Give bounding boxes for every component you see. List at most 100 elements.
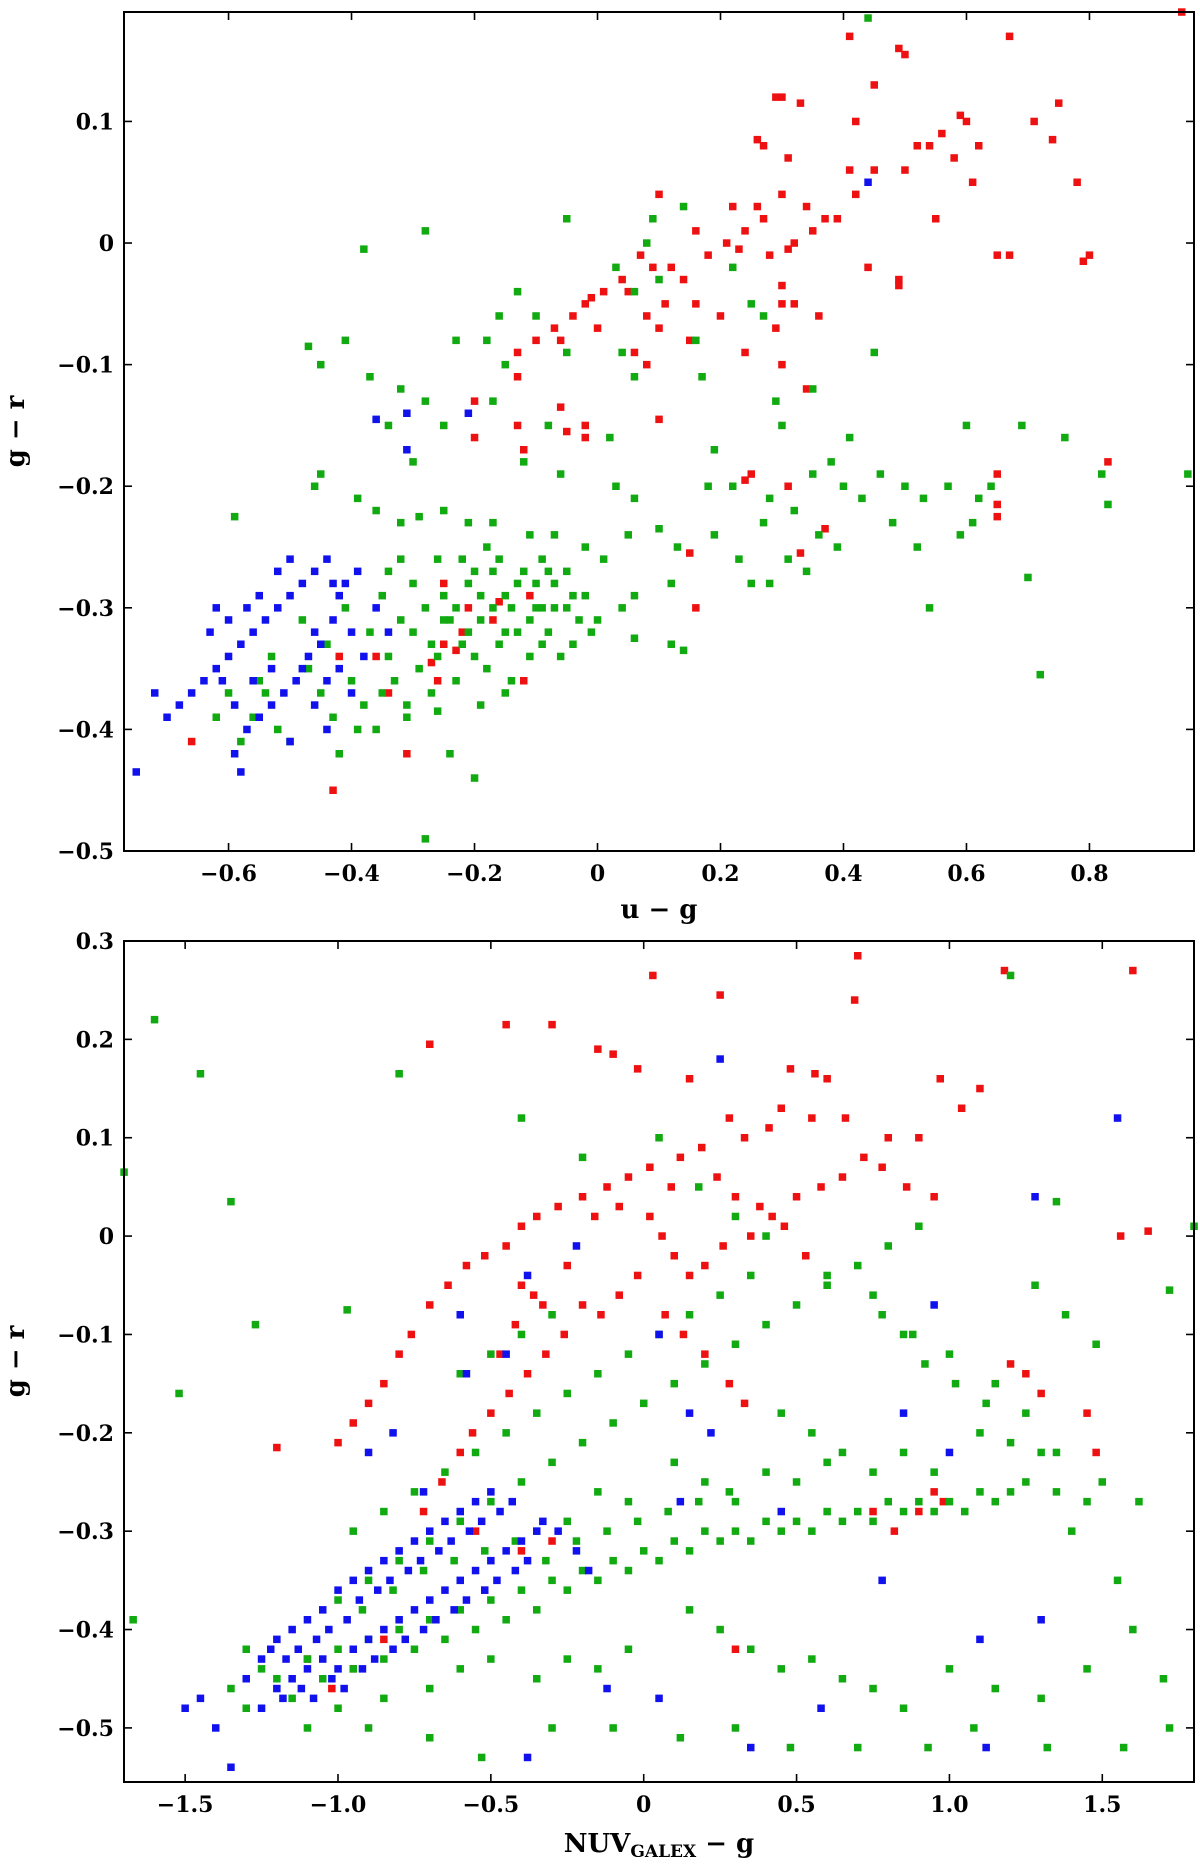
bottom-red-point: [542, 1350, 550, 1358]
top-green-point: [446, 750, 454, 758]
bottom-green-point: [477, 1753, 486, 1762]
bottom-green-point: [808, 1527, 816, 1535]
top-green-point: [901, 482, 909, 490]
bottom-green-point: [349, 1527, 357, 1535]
bottom-blue-point: [477, 1517, 486, 1526]
top-blue-point: [249, 677, 257, 685]
bottom-red-point: [1037, 1389, 1045, 1398]
top-red-point: [581, 300, 589, 308]
top-red-point: [1005, 32, 1014, 41]
top-green-point: [501, 591, 509, 600]
top-red-point: [722, 239, 731, 247]
bottom-red-point: [517, 1281, 526, 1289]
bottom-green-point: [823, 1507, 831, 1516]
bottom-green-point: [970, 1724, 978, 1732]
top-green-point: [433, 652, 442, 661]
top-red-point: [458, 628, 466, 636]
top-blue-point: [341, 579, 350, 588]
bottom-green-point: [456, 1517, 464, 1526]
bottom-green-point: [945, 1665, 954, 1673]
top-green-point: [440, 591, 448, 600]
bottom-green-point: [1043, 1743, 1051, 1752]
bottom-red-point: [667, 1183, 675, 1191]
bottom-y-axis-label: g − r: [1, 1325, 31, 1397]
top-green-point: [815, 531, 823, 539]
top-red-point: [692, 227, 700, 235]
bottom-green-point: [395, 1556, 403, 1565]
top-red-point: [901, 50, 909, 59]
bottom-green-point: [869, 1291, 877, 1299]
top-x-tick-label: −0.4: [323, 861, 380, 887]
top-red-point: [833, 215, 842, 223]
top-red-point: [581, 433, 589, 442]
top-blue-point: [292, 677, 300, 685]
top-green-point: [360, 701, 368, 709]
bottom-blue-point: [471, 1566, 480, 1575]
top-green-point: [470, 567, 479, 576]
bottom-red-point: [777, 1104, 785, 1112]
top-red-point: [427, 658, 436, 667]
bottom-blue-point: [502, 1350, 510, 1358]
top-red-point: [968, 178, 977, 186]
top-green-point: [489, 567, 497, 576]
top-green-point: [378, 591, 386, 600]
bottom-red-point: [808, 1114, 816, 1122]
top-green-point: [421, 227, 430, 235]
top-green-point: [433, 707, 442, 715]
bottom-red-point: [505, 1389, 513, 1398]
bottom-blue-point: [325, 1625, 333, 1634]
top-green-point: [649, 215, 657, 223]
bottom-green-point: [364, 1724, 373, 1732]
top-red-point: [1005, 251, 1014, 259]
bottom-blue-point: [242, 1675, 250, 1683]
top-red-point: [440, 640, 448, 648]
bottom-blue-point: [419, 1488, 428, 1496]
bottom-green-point: [909, 1330, 917, 1339]
bottom-red-point: [756, 1202, 764, 1211]
top-green-point: [765, 494, 774, 503]
bottom-x-tick-label: 1.5: [1083, 1792, 1121, 1818]
top-green-point: [476, 616, 485, 624]
bottom-green-point: [731, 1724, 740, 1732]
bottom-blue-point: [370, 1655, 379, 1663]
bottom-red-point: [468, 1429, 477, 1437]
bottom-red-point: [740, 1399, 749, 1408]
bottom-blue-point: [533, 1527, 541, 1535]
top-blue-point: [464, 409, 473, 417]
bottom-green-point: [685, 1606, 694, 1614]
bottom-green-point: [792, 1517, 801, 1526]
bottom-green-point: [991, 1684, 999, 1693]
top-blue-point: [267, 664, 276, 673]
top-red-point: [790, 239, 798, 247]
bottom-blue-point: [380, 1556, 388, 1565]
bottom-red-point: [578, 1193, 587, 1201]
bottom-green-point: [921, 1360, 929, 1368]
top-red-point: [452, 646, 460, 655]
top-green-point: [298, 616, 307, 624]
top-green-point: [532, 312, 540, 320]
top-green-point: [827, 458, 835, 466]
top-y-tick-label: −0.2: [57, 474, 114, 500]
bottom-green-point: [517, 1478, 526, 1486]
top-blue-point: [403, 446, 411, 454]
bottom-red-point: [719, 1242, 727, 1250]
top-red-point: [741, 227, 749, 235]
bottom-red-point: [533, 1212, 541, 1221]
bottom-green-point: [1006, 971, 1015, 980]
top-green-point: [397, 555, 405, 563]
top-green-point: [476, 701, 485, 709]
top-green-point: [759, 518, 768, 527]
top-green-point: [427, 640, 436, 648]
bottom-blue-point: [685, 1409, 694, 1417]
top-green-point: [913, 543, 921, 551]
bottom-y-tick-label: −0.1: [57, 1322, 114, 1348]
bottom-red-point: [517, 1222, 526, 1230]
bottom-green-point: [487, 1596, 495, 1604]
top-green-point: [317, 689, 325, 697]
top-green-point: [569, 591, 577, 600]
top-green-point: [440, 421, 448, 430]
bottom-blue-point: [288, 1675, 296, 1683]
top-green-point: [409, 458, 417, 466]
top-red-point: [470, 433, 479, 442]
bottom-red-point: [698, 1143, 706, 1152]
